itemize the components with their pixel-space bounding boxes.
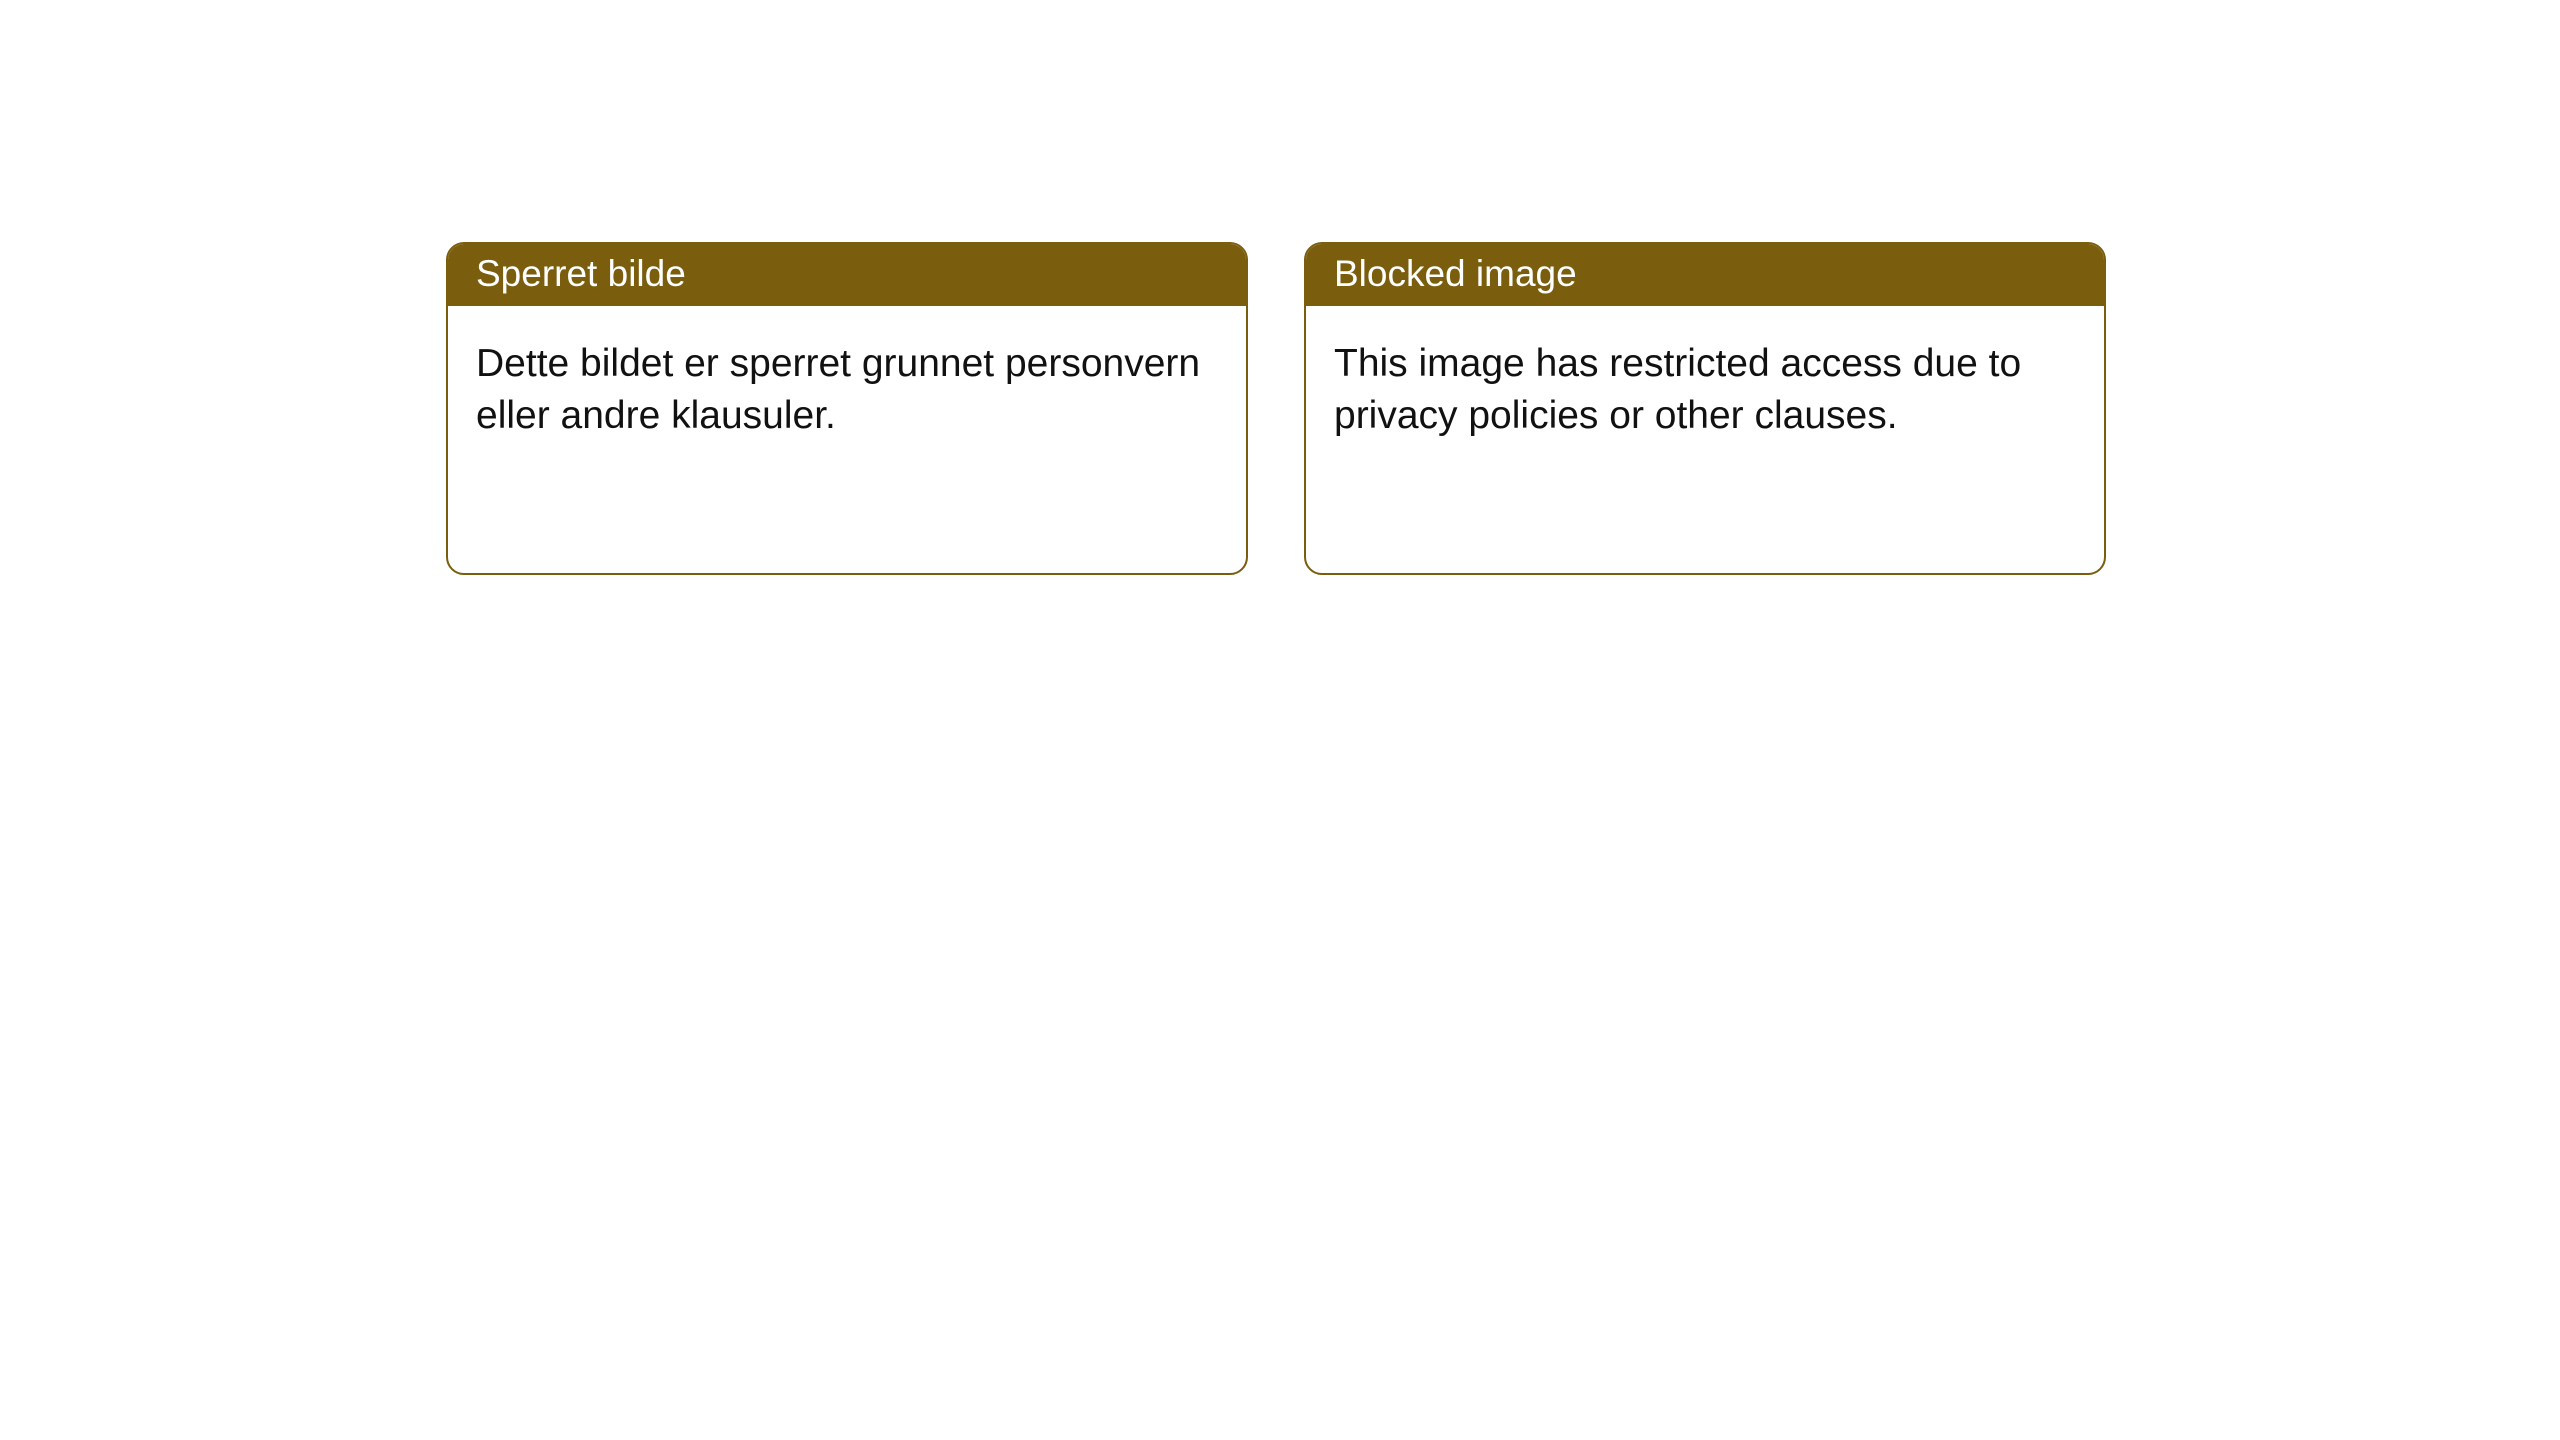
- notice-box-english: Blocked image This image has restricted …: [1304, 242, 2106, 575]
- notice-container: Sperret bilde Dette bildet er sperret gr…: [0, 0, 2560, 575]
- notice-title: Blocked image: [1306, 244, 2104, 306]
- notice-body: This image has restricted access due to …: [1306, 306, 2104, 473]
- notice-body: Dette bildet er sperret grunnet personve…: [448, 306, 1246, 473]
- notice-title: Sperret bilde: [448, 244, 1246, 306]
- notice-box-norwegian: Sperret bilde Dette bildet er sperret gr…: [446, 242, 1248, 575]
